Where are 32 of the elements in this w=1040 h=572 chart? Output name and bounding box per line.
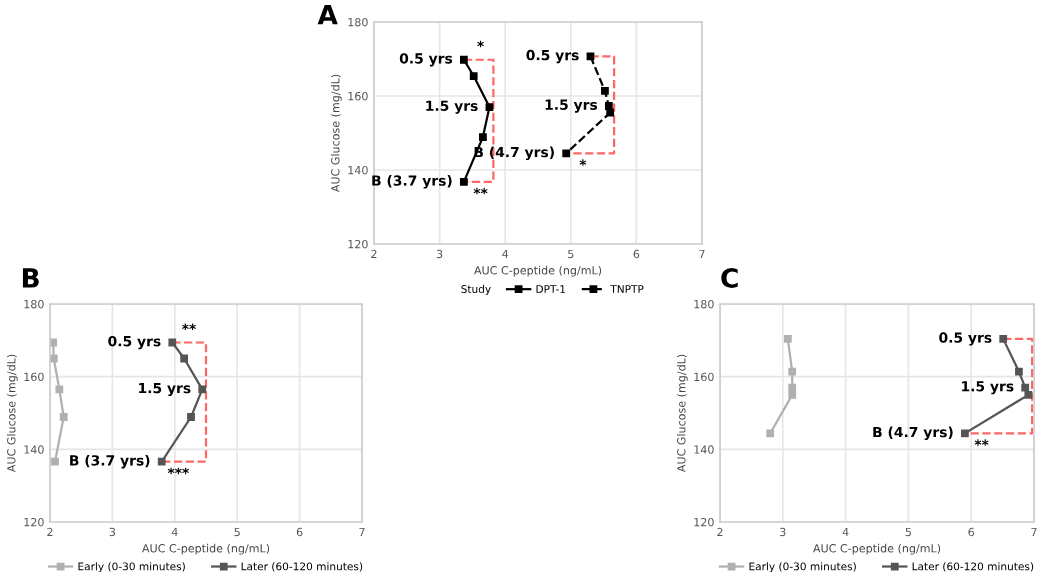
point: [1015, 367, 1023, 376]
point: [601, 86, 609, 95]
point: [479, 133, 487, 141]
point: [766, 429, 775, 438]
point: [187, 413, 195, 421]
point: [788, 383, 797, 392]
point: [788, 367, 797, 376]
chart-title: B: [22, 268, 39, 288]
point: [606, 108, 615, 117]
point: [459, 55, 468, 64]
point: [198, 385, 207, 394]
point: [55, 385, 64, 394]
point: [562, 149, 571, 158]
point: [999, 334, 1008, 343]
point: [1024, 390, 1033, 399]
point: [961, 429, 969, 438]
point: [180, 354, 189, 363]
chart-title: A: [317, 5, 338, 25]
point: [604, 102, 613, 110]
point: [586, 52, 595, 61]
point: [469, 72, 478, 80]
point: [788, 390, 797, 399]
point: [485, 103, 494, 111]
point: [168, 338, 177, 347]
point: [459, 177, 468, 186]
point: [59, 413, 68, 421]
point: [51, 457, 59, 466]
point: [157, 457, 166, 466]
point: [50, 354, 58, 363]
point: [1021, 383, 1030, 392]
point: [783, 334, 792, 343]
chart-title: C: [721, 268, 738, 288]
